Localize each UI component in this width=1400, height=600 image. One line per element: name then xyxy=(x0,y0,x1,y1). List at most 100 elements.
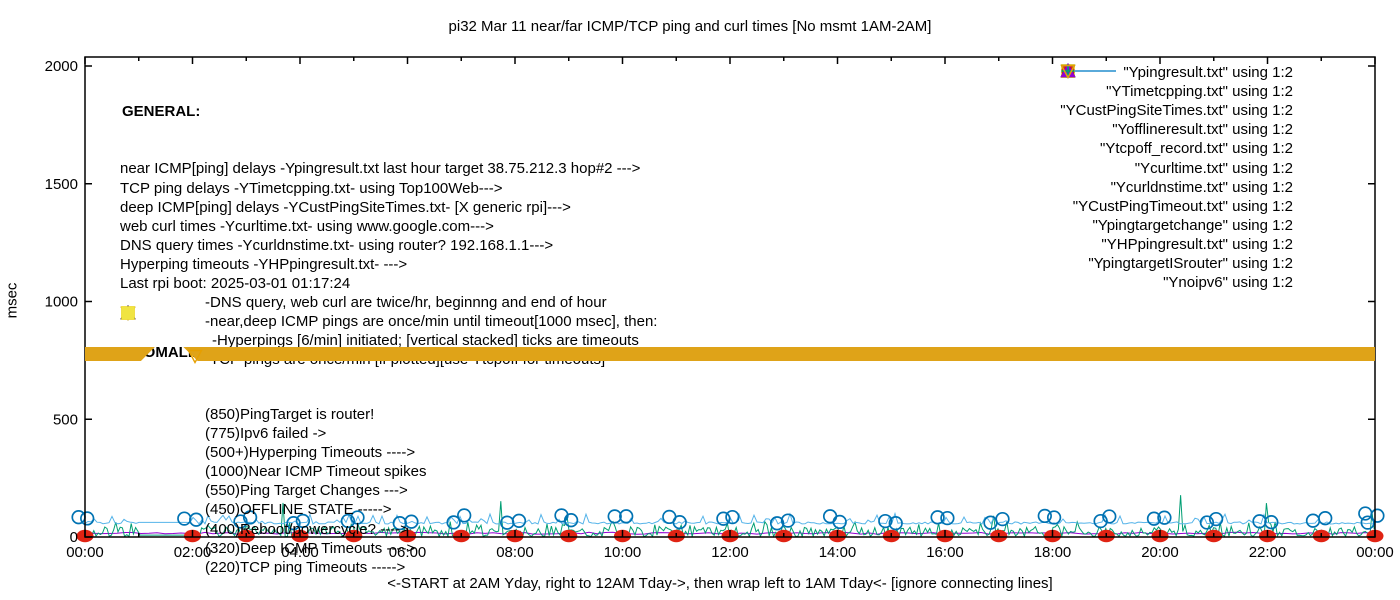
curl-time-series xyxy=(71,506,1385,531)
legend-entry: "YCustPingSiteTimes.txt" using 1:2 xyxy=(1060,70,1365,120)
x-tick-label: 00:00 xyxy=(1356,544,1394,561)
general-line: Hyperping timeouts -YHPpingresult.txt- -… xyxy=(120,255,408,273)
anomaly-item: (400)Reboot/powercycle? ----> xyxy=(188,520,426,539)
curl-time-circle xyxy=(295,513,311,529)
anomaly-item: (850)PingTarget is router! xyxy=(120,306,426,423)
general-line: TCP ping delays -YTimetcpping.txt- using… xyxy=(120,179,503,197)
legend-entry: "Yofflineresult.txt" using 1:2 xyxy=(1060,64,1365,139)
anomaly-text: (400)Reboot/powercycle? ----> xyxy=(205,520,409,538)
curl-time-circle xyxy=(1318,511,1333,526)
curl-time-circle xyxy=(1102,509,1117,524)
anomaly-text: (850)PingTarget is router! xyxy=(205,405,375,423)
curl-time-circle xyxy=(457,508,472,523)
legend-label: "Ynoipv6" using 1:2 xyxy=(1163,274,1293,292)
legend-label: "Yofflineresult.txt" using 1:2 xyxy=(1112,121,1293,139)
legend-label: "Ypingtargetchange" using 1:2 xyxy=(1092,216,1293,234)
general-line: -DNS query, web curl are twice/hr, begin… xyxy=(205,294,607,312)
anomaly-text: (320)Deep ICMP Timeouts ----> xyxy=(205,539,416,557)
curl-time-circle xyxy=(189,512,204,527)
anomaly-text: (220)TCP ping Timeouts -----> xyxy=(205,559,406,577)
axis-ticks xyxy=(84,57,1376,538)
general-header: GENERAL: xyxy=(122,103,201,121)
anomalies-notes: ANOMALIES: (850)PingTarget is router! (77… xyxy=(120,305,426,600)
curl-time-circle xyxy=(780,513,796,528)
curl-time-circle xyxy=(995,511,1010,527)
curl-time-circle xyxy=(607,509,622,524)
curl-time-circle xyxy=(1093,513,1108,529)
anomaly-text: (550)Ping Target Changes ---> xyxy=(205,482,408,500)
curl-time-circle xyxy=(1360,515,1375,530)
anomaly-item: (500+)Hyperping Timeouts ----> xyxy=(121,306,426,462)
curl-time-circle xyxy=(563,513,579,528)
anomaly-items: (850)PingTarget is router! (775)Ipv6 fail… xyxy=(120,305,426,577)
y-tick-label: 2000 xyxy=(45,58,78,75)
y-tick-label: 0 xyxy=(70,529,78,546)
curl-time-circle xyxy=(672,515,687,530)
x-tick-label: 18:00 xyxy=(1034,544,1072,561)
legend-label: "Ycurltime.txt" using 1:2 xyxy=(1134,159,1293,177)
curl-time-circle xyxy=(1046,510,1062,525)
legend-label: "YTimetcpping.txt" using 1:2 xyxy=(1106,83,1293,101)
curl-time-circle xyxy=(878,513,893,529)
curl-time-circle xyxy=(1199,515,1215,530)
legend-label: "Ytcpoff_record.txt" using 1:2 xyxy=(1100,140,1293,158)
general-line: deep ICMP[ping] delays -YCustPingSiteTim… xyxy=(120,198,571,216)
curl-time-circle xyxy=(350,510,365,525)
curl-time-circle xyxy=(1146,511,1162,526)
curl-time-circle xyxy=(404,514,419,529)
x-tick-label: 10:00 xyxy=(604,544,642,561)
chart-title: pi32 Mar 11 near/far ICMP/TCP ping and c… xyxy=(448,18,932,35)
curl-time-circle xyxy=(80,511,95,526)
curl-time-circle xyxy=(832,514,847,530)
x-tick-label: 00:00 xyxy=(66,544,104,561)
anomaly-text: (450)OFFLINE STATE -----> xyxy=(205,501,392,519)
legend-entry: "Ypingtargetchange" using 1:2 xyxy=(1060,63,1365,235)
y-tick-label: 1000 xyxy=(45,294,78,311)
x-tick-label: 06:00 xyxy=(389,544,427,561)
general-line: -Hyperpings [6/min] initiated; [vertical… xyxy=(212,332,639,350)
noipv6-band-left xyxy=(85,347,155,361)
anomaly-item: (220)TCP ping Timeouts -----> xyxy=(121,306,426,577)
curl-time-circle xyxy=(716,511,731,526)
anomaly-item: (320)Deep ICMP Timeouts ----> xyxy=(120,305,426,558)
anomaly-item: (775)Ipv6 failed -> xyxy=(120,306,426,443)
legend-label: "Ypingresult.txt" using 1:2 xyxy=(1123,64,1293,82)
general-line: near ICMP[ping] delays -Ypingresult.txt … xyxy=(120,160,641,178)
general-line: -near,deep ICMP pings are once/min until… xyxy=(205,313,658,331)
curl-time-circle xyxy=(930,510,945,525)
legend-label: "YHPpingresult.txt" using 1:2 xyxy=(1101,235,1293,253)
general-line: DNS query times -Ycurldnstime.txt- using… xyxy=(120,236,554,254)
curl-time-circle xyxy=(1252,514,1267,529)
tri-down-open-icon xyxy=(187,350,203,365)
curl-time-circle xyxy=(822,509,838,524)
tri-down-open-icon xyxy=(1060,64,1076,79)
x-tick-label: 20:00 xyxy=(1141,544,1179,561)
curl-time-circle xyxy=(619,509,634,524)
x-tick-label: 08:00 xyxy=(496,544,534,561)
plot-legend: "Ypingresult.txt" using 1:2 "YTimetcpping… xyxy=(1060,63,1365,292)
anomaly-item: (1000)Near ICMP Timeout spikes xyxy=(188,462,426,481)
curl-time-circle xyxy=(1264,515,1279,530)
legend-entry: "YTimetcpping.txt" using 1:2 xyxy=(1060,70,1365,101)
curl-time-circle xyxy=(500,515,515,530)
curl-time-circle xyxy=(1208,511,1224,527)
legend-entry: "YCustPingTimeout.txt" using 1:2 xyxy=(1060,63,1365,216)
legend-label: "Ycurldnstime.txt" using 1:2 xyxy=(1110,178,1293,196)
legend-entry: "Ycurltime.txt" using 1:2 xyxy=(1060,64,1365,177)
x-tick-label: 22:00 xyxy=(1249,544,1287,561)
curl-time-circle xyxy=(1037,508,1052,524)
square-filled-icon xyxy=(121,306,135,320)
curl-time-circle xyxy=(1370,508,1385,523)
legend-entry: "Ycurldnstime.txt" using 1:2 xyxy=(1060,64,1365,197)
curl-time-circle xyxy=(725,509,740,525)
anomaly-item: (550)Ping Target Changes ---> xyxy=(120,305,426,500)
y-tick-label: 500 xyxy=(53,411,78,428)
noipv6-band-main xyxy=(183,347,1375,361)
legend-entry: "YpingtargetISrouter" using 1:2 xyxy=(1060,64,1365,273)
x-tick-label: 12:00 xyxy=(711,544,749,561)
legend-label: "YpingtargetISrouter" using 1:2 xyxy=(1088,254,1293,272)
anomaly-text: (500+)Hyperping Timeouts ----> xyxy=(205,443,416,461)
curl-time-circle xyxy=(446,515,461,530)
